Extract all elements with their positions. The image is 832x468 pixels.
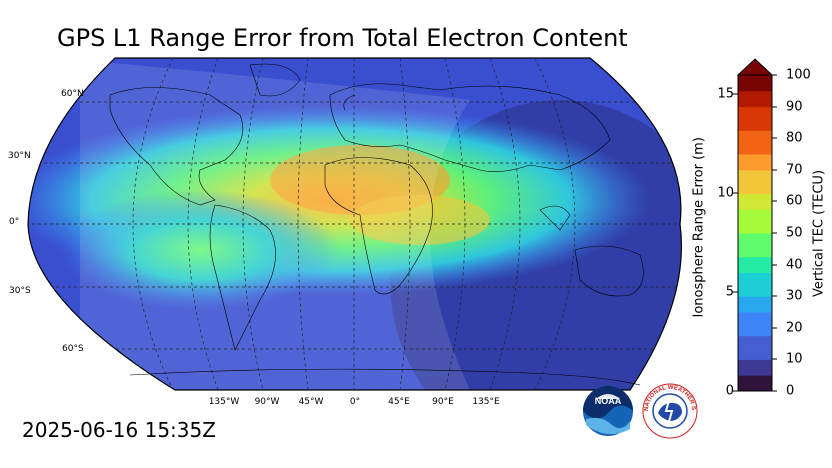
- colorbar-segment: [738, 233, 772, 242]
- tec-tick: 90: [786, 99, 803, 115]
- colorbar-segment: [738, 82, 772, 92]
- tec-axis-title: Vertical TEC (TECU): [811, 169, 827, 298]
- colorbar-segment: [738, 359, 772, 368]
- map-title: GPS L1 Range Error from Total Electron C…: [57, 24, 628, 52]
- colorbar-segment: [738, 272, 772, 281]
- colorbar-segment: [738, 177, 772, 187]
- lat-label-30n: 30°N: [8, 151, 31, 161]
- colorbar-segment: [738, 343, 772, 352]
- noaa-logo: NOAA: [583, 386, 633, 436]
- colorbar-segment: [738, 146, 772, 155]
- colorbar-segment: [738, 185, 772, 194]
- range-error-axis-title: Ionosphere Range Error (m): [691, 137, 707, 318]
- tec-tick: 100: [786, 67, 811, 83]
- timestamp: 2025-06-16 15:35Z: [22, 418, 216, 442]
- colorbar-segment: [738, 248, 772, 258]
- colorbar-segment: [738, 225, 772, 234]
- lon-label-90e: 90°E: [432, 397, 454, 407]
- tec-tick: 20: [786, 320, 803, 336]
- colorbar-segment: [738, 288, 772, 297]
- lon-label-45w: 45°W: [298, 397, 324, 407]
- colorbar-segment: [738, 154, 772, 163]
- colorbar-segment: [738, 106, 772, 115]
- tec-tick: 70: [786, 162, 803, 178]
- colorbar-segment: [738, 201, 772, 210]
- colorbar-segment: [738, 193, 772, 202]
- range-error-tick: 0: [725, 383, 734, 399]
- colorbar-segment: [738, 304, 772, 313]
- colorbar-segment: [738, 161, 772, 171]
- tec-tick: 40: [786, 257, 803, 273]
- lat-label-60n: 60°N: [61, 89, 84, 99]
- colorbar-segment: [738, 240, 772, 250]
- colorbar-segment: [738, 312, 772, 321]
- colorbar-segment: [738, 375, 772, 384]
- colorbar-segment: [738, 169, 772, 179]
- noaa-logo-text: NOAA: [595, 396, 622, 406]
- tec-tick: 60: [786, 193, 803, 209]
- colorbar-segment: [738, 383, 772, 392]
- coastlines: [109, 63, 644, 386]
- lon-label-45e: 45°E: [388, 397, 410, 407]
- colorbar-segment: [738, 351, 772, 360]
- range-error-tick: 5: [725, 284, 734, 300]
- tec-tick: 10: [786, 351, 803, 367]
- colorbar-segment: [738, 367, 772, 376]
- graticule: [28, 58, 682, 390]
- colorbar-segment: [738, 327, 772, 337]
- nws-logo: NATIONAL WEATHER SERVICE: [642, 383, 698, 439]
- colorbar-segment: [738, 98, 772, 108]
- tec-tick: 30: [786, 288, 803, 304]
- colorbar-segment: [738, 296, 772, 305]
- colorbar-segment: [738, 138, 772, 147]
- colorbar-left-ticks: [733, 93, 738, 392]
- tec-tick: 80: [786, 130, 803, 146]
- lon-label-90w: 90°W: [254, 397, 280, 407]
- range-error-tick: 10: [717, 185, 734, 201]
- lat-label-60s: 60°S: [62, 344, 84, 354]
- tec-tick: 0: [786, 383, 795, 399]
- colorbar-segment: [738, 335, 772, 345]
- lon-label-0: 0°: [349, 397, 361, 407]
- colorbar-segment: [738, 130, 772, 139]
- range-error-tick: 15: [717, 86, 734, 102]
- colorbar-segment: [738, 75, 772, 84]
- lon-label-135w: 135°W: [208, 397, 240, 407]
- lat-label-30s: 30°S: [9, 286, 31, 296]
- tec-tick: 50: [786, 225, 803, 241]
- colorbar-right-ticks: [772, 74, 777, 392]
- globe-outline: [27, 57, 683, 391]
- colorbar-segment: [738, 217, 772, 226]
- colorbar-segment: [738, 209, 772, 218]
- colorbar-segment: [738, 122, 772, 131]
- colorbar-extend-arrow: [736, 58, 774, 76]
- lon-label-135e: 135°E: [472, 397, 500, 407]
- colorbar-segments: [738, 75, 772, 392]
- colorbar-segment: [738, 90, 772, 100]
- colorbar-segment: [738, 114, 772, 123]
- colorbar-segment: [738, 319, 772, 329]
- lat-label-0: 0°: [9, 217, 20, 227]
- colorbar-segment: [738, 264, 772, 273]
- colorbar-segment: [738, 256, 772, 266]
- colorbar-segment: [738, 280, 772, 289]
